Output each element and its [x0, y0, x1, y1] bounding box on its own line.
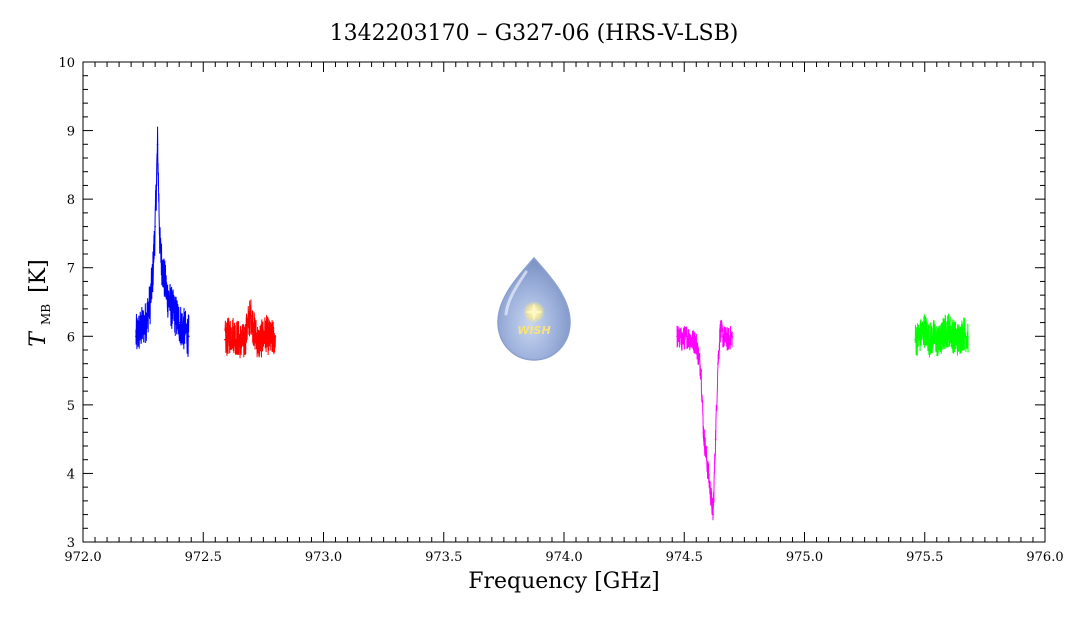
y-axis-label: T MB [K]: [26, 259, 56, 346]
data-point: [948, 328, 950, 331]
axis-ticks: [82, 61, 1046, 543]
svg-text:T MB [K]: T MB [K]: [26, 259, 56, 346]
series-line: [676, 319, 733, 521]
data-point: [943, 332, 945, 334]
data-point: [238, 338, 241, 341]
data-point: [161, 266, 164, 269]
data-point: [171, 308, 173, 310]
data-point: [166, 294, 168, 296]
data-point: [695, 342, 698, 344]
data-point: [151, 273, 154, 276]
logo-label: WISH: [517, 324, 550, 337]
x-tick-label: 973.5: [425, 550, 462, 565]
x-tick-label: 973.0: [305, 550, 342, 565]
data-point: [188, 335, 190, 338]
y-axis-label-sub: MB: [39, 304, 53, 325]
data-point: [144, 321, 147, 324]
y-axis-label-main: T: [26, 330, 51, 347]
data-point: [700, 369, 702, 372]
data-point: [928, 338, 931, 341]
data-point: [178, 321, 180, 324]
data-point: [154, 225, 156, 228]
x-axis-label: Frequency [GHz]: [468, 569, 660, 594]
data-point: [156, 143, 159, 146]
y-tick-label: 7: [67, 262, 75, 277]
data-point: [709, 493, 712, 495]
x-tick-label: 974.5: [666, 550, 703, 565]
y-tick-label: 10: [58, 56, 75, 71]
data-point: [962, 332, 965, 334]
series-layer: [135, 126, 969, 521]
y-tick-label: 4: [67, 467, 75, 482]
data-point: [721, 335, 724, 338]
data-point: [248, 318, 250, 320]
data-point: [731, 335, 734, 338]
data-point: [681, 338, 683, 341]
data-point: [957, 338, 960, 341]
data-point: [938, 342, 940, 344]
x-tick-label: 974.0: [545, 550, 582, 565]
data-point: [163, 280, 166, 283]
data-point: [269, 338, 272, 341]
series-line: [914, 313, 969, 358]
data-point: [252, 328, 255, 331]
data-point: [264, 332, 267, 334]
chart-title: 1342203170 – G327-06 (HRS-V-LSB): [330, 21, 739, 46]
data-point: [919, 335, 921, 338]
x-tick-label: 976.0: [1026, 550, 1063, 565]
data-point: [719, 328, 722, 331]
x-tick-label: 972.0: [64, 550, 101, 565]
data-point: [717, 362, 719, 365]
x-tick-label: 975.5: [906, 550, 943, 565]
data-point: [952, 335, 955, 338]
series-line: [224, 299, 276, 359]
data-point: [690, 338, 693, 341]
data-point: [726, 338, 729, 341]
data-point: [149, 301, 152, 303]
data-point: [139, 328, 142, 331]
series-line: [135, 126, 190, 357]
data-point: [159, 246, 161, 248]
data-point: [231, 332, 233, 334]
data-point: [676, 335, 678, 338]
data-point: [243, 342, 245, 344]
data-point: [914, 338, 916, 341]
y-tick-labels: 3 4 5 6 7 8 9 10: [58, 56, 75, 551]
data-point: [685, 335, 688, 338]
data-point: [923, 328, 926, 331]
data-point: [250, 314, 253, 317]
data-point: [702, 431, 705, 434]
x-tick-label: 975.0: [786, 550, 823, 565]
y-tick-label: 3: [67, 536, 75, 551]
data-point: [705, 452, 707, 454]
y-tick-label: 8: [67, 193, 75, 208]
x-tick-labels: 972.0 972.5 973.0 973.5 974.0 974.5 975.0 975.5…: [64, 550, 1063, 565]
data-point: [712, 513, 714, 516]
data-point: [714, 438, 717, 440]
y-tick-label: 6: [67, 330, 75, 345]
data-point: [274, 335, 277, 338]
y-axis-label-unit: [K]: [26, 259, 51, 293]
data-point: [933, 335, 936, 338]
data-point: [183, 328, 185, 331]
data-point: [967, 335, 969, 338]
data-point: [257, 342, 260, 344]
data-point: [135, 335, 137, 338]
data-point: [224, 338, 226, 341]
wish-logo: WISH: [497, 256, 571, 361]
data-point: [707, 472, 710, 475]
y-tick-label: 9: [67, 125, 75, 140]
x-tick-label: 972.5: [185, 550, 222, 565]
y-tick-label: 5: [67, 399, 75, 414]
